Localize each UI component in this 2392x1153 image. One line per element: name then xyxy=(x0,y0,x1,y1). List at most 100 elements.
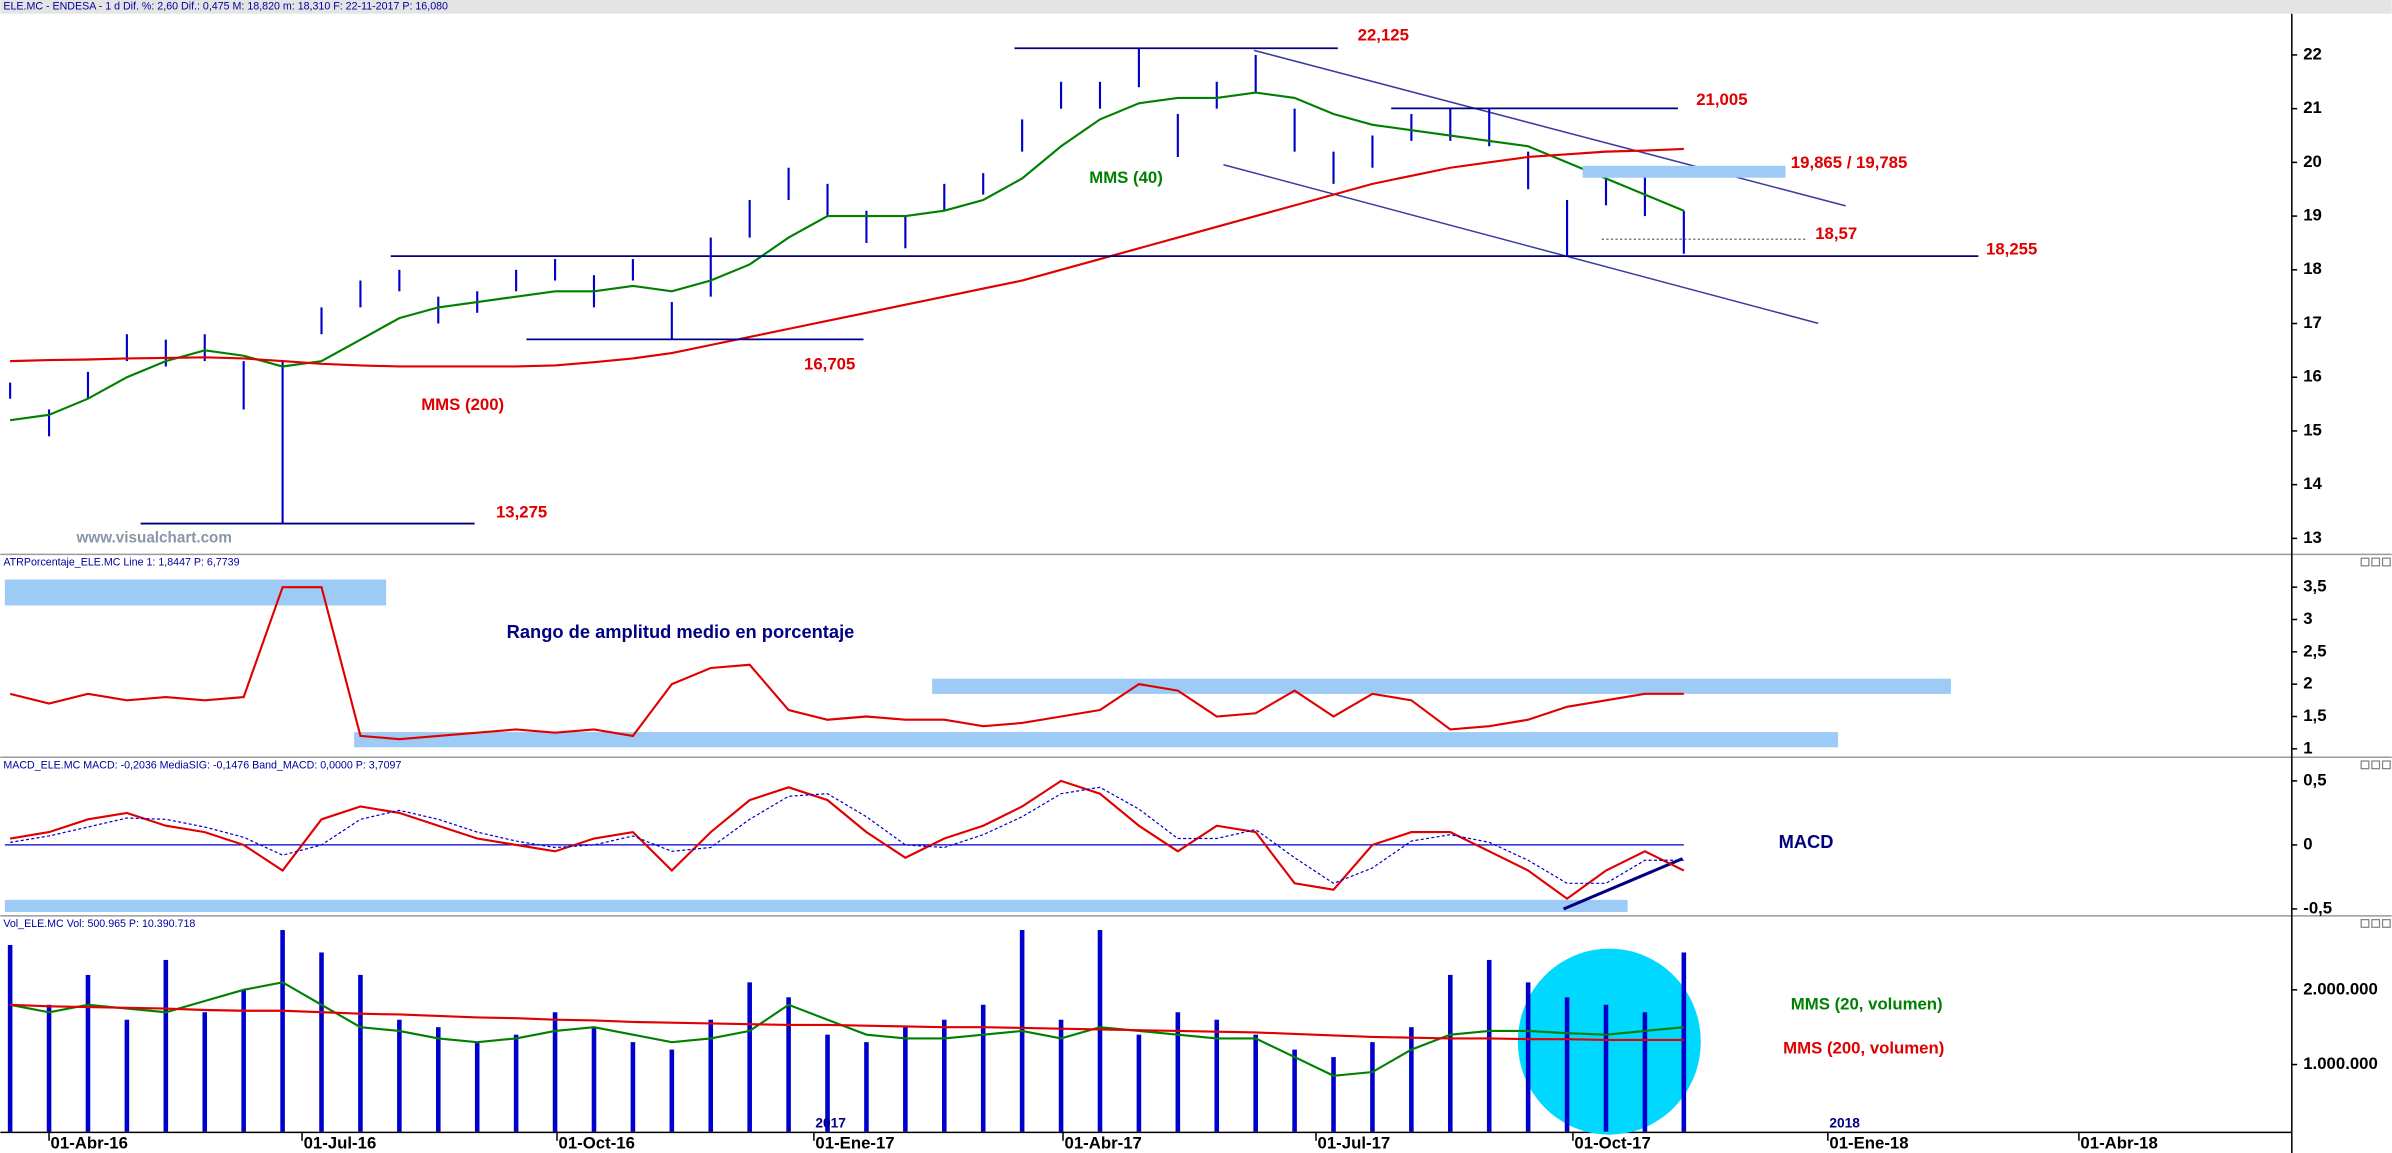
header-bar xyxy=(0,0,2392,14)
volume-bar xyxy=(1603,1004,1609,1132)
volume-bar xyxy=(942,1019,947,1132)
y-tick-label: 14 xyxy=(2303,474,2322,493)
volume-bar xyxy=(630,1042,636,1132)
window-button[interactable] xyxy=(2381,557,2391,567)
volume-bar xyxy=(1370,1042,1375,1132)
series-line xyxy=(9,981,1684,1077)
volume-bar xyxy=(1136,1034,1142,1132)
window-button[interactable] xyxy=(2360,557,2370,567)
x-tick-label: 01-Abr-16 xyxy=(51,1133,128,1152)
volume-bar xyxy=(241,989,246,1132)
volume-bar xyxy=(163,959,169,1132)
volume-bar xyxy=(903,1027,908,1132)
x-tick-label: 01-Abr-17 xyxy=(1065,1133,1142,1152)
volume-bar xyxy=(85,974,91,1132)
highlight-band xyxy=(932,678,1951,694)
window-button[interactable] xyxy=(2360,919,2370,928)
volume-bar xyxy=(980,1004,986,1132)
y-tick-label: 21 xyxy=(2303,98,2322,117)
volume-bar xyxy=(124,1019,130,1132)
level-band xyxy=(1582,165,1786,178)
highlight-band xyxy=(354,732,1839,748)
series-label: MMS (200, volumen) xyxy=(1783,1039,1944,1058)
volume-bar xyxy=(1253,1034,1258,1132)
volume-bar xyxy=(1681,952,1687,1132)
x-year-label: 2018 xyxy=(1829,1116,1860,1131)
series-label: MMS (20, volumen) xyxy=(1791,994,1943,1013)
volume-bar xyxy=(358,974,363,1132)
level-label: 22,125 xyxy=(1358,25,1409,44)
y-tick-label: 0 xyxy=(2303,834,2312,853)
x-tick-label: 01-Abr-18 xyxy=(2080,1133,2157,1152)
volume-bar xyxy=(1097,930,1103,1132)
volume-bar xyxy=(591,1027,597,1132)
volume-bar xyxy=(1525,982,1531,1132)
window-button[interactable] xyxy=(2371,919,2381,928)
series-label: MMS (40) xyxy=(1089,168,1163,187)
divergence-line xyxy=(1562,857,1684,911)
volume-bar xyxy=(1292,1049,1297,1132)
y-tick-label: 2.000.000 xyxy=(2303,979,2378,998)
volume-bar xyxy=(1331,1057,1336,1132)
y-tick-label: 22 xyxy=(2303,44,2322,63)
y-tick-label: 1.000.000 xyxy=(2303,1054,2378,1073)
annotation: Rango de amplitud medio en porcentaje xyxy=(507,621,855,642)
y-tick-label: 19 xyxy=(2303,206,2322,225)
highlight-band xyxy=(4,899,1628,913)
volume-bar xyxy=(708,1019,714,1132)
series-line xyxy=(10,786,1684,885)
annotation: MACD xyxy=(1779,831,1834,852)
plot-area: ELE.MC - ENDESA - 1 d Dif. %: 2,60 Dif.:… xyxy=(3,1,2377,1153)
series-label: MMS (200) xyxy=(421,395,504,414)
level-label: 18,255 xyxy=(1986,239,2037,258)
volume-bar xyxy=(435,1027,441,1132)
window-button[interactable] xyxy=(2381,760,2391,770)
window-controls[interactable] xyxy=(2360,557,2391,928)
volume-bar xyxy=(319,952,324,1132)
volume-bar xyxy=(474,1042,480,1132)
y-tick-label: 17 xyxy=(2303,313,2322,332)
window-button[interactable] xyxy=(2360,760,2370,770)
level-label: 18,57 xyxy=(1815,224,1857,243)
volume-bar xyxy=(1409,1027,1414,1132)
volume-bar xyxy=(1448,974,1453,1132)
series-line xyxy=(10,1003,1684,1041)
y-tick-label: 20 xyxy=(2303,152,2322,171)
panel-title: Vol_ELE.MC Vol: 500.965 P: 10.390.718 xyxy=(3,918,195,930)
x-tick-label: 01-Oct-16 xyxy=(559,1133,635,1152)
y-tick-label: 3,5 xyxy=(2303,577,2326,596)
series-line xyxy=(10,147,1684,368)
highlight-circle xyxy=(1517,948,1701,1135)
panel-title: MACD_ELE.MC MACD: -0,2036 MediaSIG: -0,1… xyxy=(3,759,401,771)
y-tick-label: 1,5 xyxy=(2303,706,2326,725)
y-tick-label: 15 xyxy=(2303,420,2322,439)
series-line xyxy=(9,586,1684,741)
y-tick-label: -0,5 xyxy=(2303,898,2332,917)
y-tick-label: 1 xyxy=(2303,738,2312,757)
volume-bar xyxy=(1564,997,1570,1132)
volume-bar xyxy=(46,1004,52,1132)
y-tick-label: 3 xyxy=(2303,609,2312,628)
volume-bar xyxy=(747,982,752,1132)
volume-bar xyxy=(280,930,285,1132)
y-tick-label: 0,5 xyxy=(2303,770,2326,789)
x-tick-label: 01-Ene-17 xyxy=(815,1133,894,1152)
volume-bar xyxy=(397,1019,402,1132)
volume-bar xyxy=(786,997,791,1132)
level-label: 13,275 xyxy=(496,502,547,521)
x-tick-label: 01-Jul-16 xyxy=(304,1133,377,1152)
x-tick-label: 01-Jul-17 xyxy=(1318,1133,1391,1152)
volume-bar xyxy=(202,1012,208,1132)
y-tick-label: 16 xyxy=(2303,367,2322,386)
trend-channel xyxy=(1223,163,1819,325)
watermark: www.visualchart.com xyxy=(76,529,232,546)
panel-title: ATRPorcentaje_ELE.MC Line 1: 1,8447 P: 6… xyxy=(3,557,239,569)
y-tick-label: 2,5 xyxy=(2303,641,2326,660)
window-button[interactable] xyxy=(2381,919,2391,928)
window-button[interactable] xyxy=(2371,760,2381,770)
window-button[interactable] xyxy=(2371,557,2381,567)
highlight-band xyxy=(4,579,387,606)
trend-channel xyxy=(1253,49,1846,207)
x-year-label: 2017 xyxy=(815,1116,846,1131)
